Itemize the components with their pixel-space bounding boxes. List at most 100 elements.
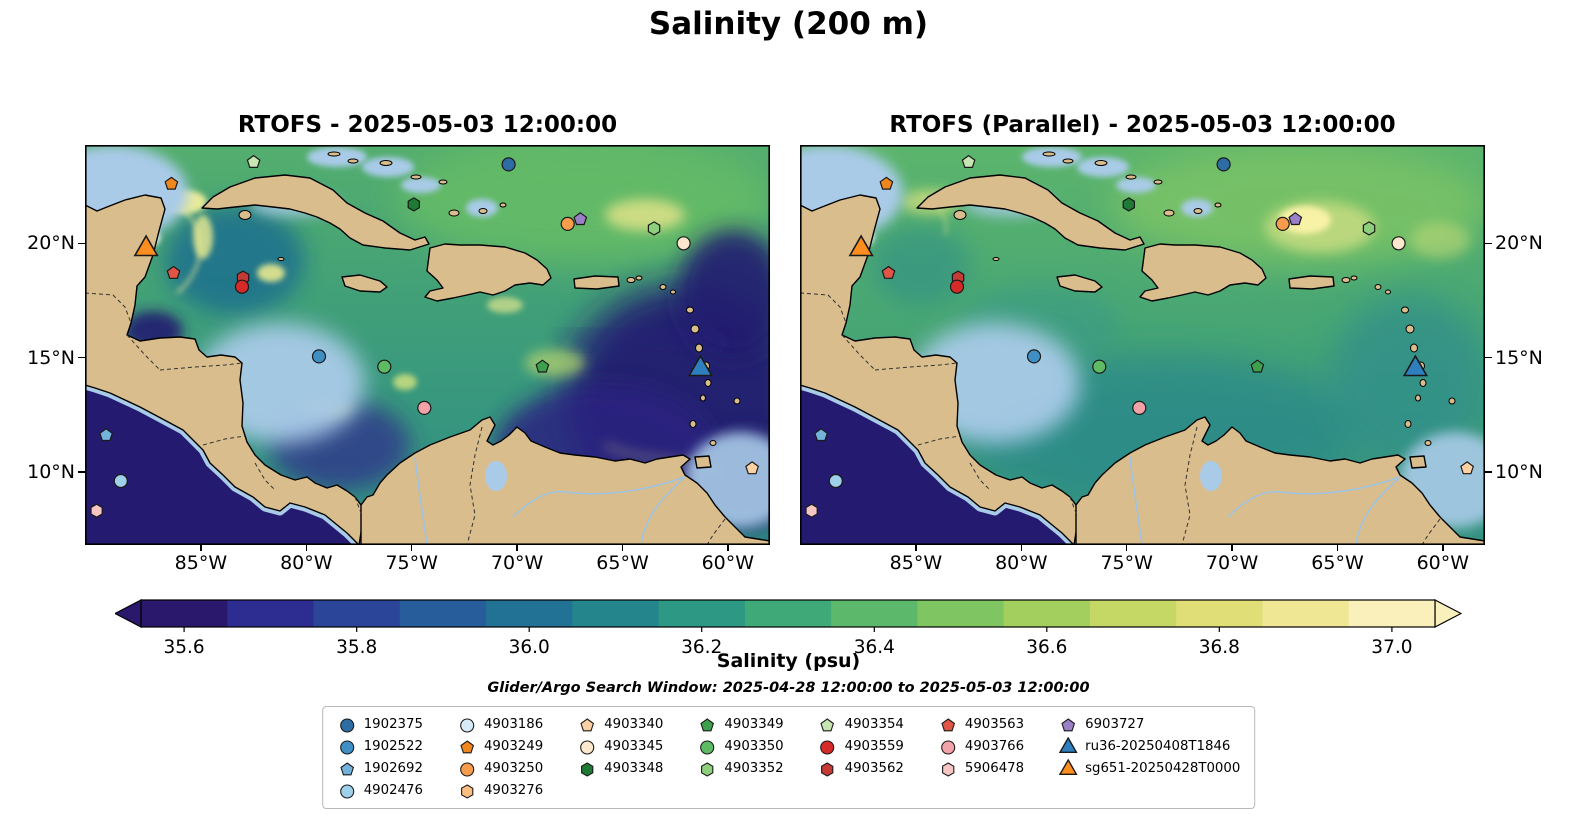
y-tickmark: [1485, 356, 1492, 359]
legend-item: 4903249: [457, 736, 543, 757]
x-tick-label: 70°W: [490, 552, 544, 574]
map-marker-ru36-20250408T1846: [687, 354, 714, 377]
map-marker-sg651-20250428T0000: [848, 234, 874, 257]
legend-marker-4903249: [460, 739, 474, 753]
legend-marker-4903348: [581, 761, 594, 777]
legend-marker-hexagon-icon: [581, 761, 594, 777]
x-tickmark: [410, 545, 413, 551]
map-marker-6903727: [1288, 212, 1303, 226]
x-tick-label: 75°W: [1100, 552, 1153, 574]
legend-item-label: 4903276: [483, 783, 544, 798]
legend-marker-hexagon-icon: [821, 761, 834, 777]
x-tickmark: [1442, 545, 1444, 551]
map-marker-1902522: [1026, 349, 1042, 364]
map-marker-4903349: [1250, 359, 1265, 373]
x-tickmark: [1336, 545, 1339, 551]
colorbar-label: Salinity (psu): [716, 650, 861, 672]
map-marker-4903766: [1132, 400, 1147, 415]
legend-marker-4903349: [700, 717, 715, 731]
svg-text:36.4: 36.4: [854, 637, 895, 658]
x-tickmark: [621, 545, 624, 551]
legend-marker-circle-icon: [820, 739, 835, 755]
legend-item-label: 4903250: [483, 761, 544, 776]
legend-marker-6903727: [1061, 717, 1075, 731]
legend-marker-circle-icon: [339, 783, 354, 799]
legend-item-label: 4903249: [483, 739, 544, 754]
map-marker-4903350: [1092, 359, 1107, 374]
legend-item: 4903250: [457, 758, 543, 779]
svg-text:36.2: 36.2: [681, 637, 722, 658]
map-marker-4903352: [1362, 221, 1376, 236]
map-marker-1902692: [814, 428, 829, 442]
legend-item: 4903766: [938, 736, 1024, 757]
y-tickmark: [78, 356, 85, 359]
legend-marker-circle-icon: [339, 717, 354, 733]
legend-marker-4903766: [940, 739, 955, 755]
legend-item: 1902692: [337, 758, 423, 779]
legend-item: 4903354: [818, 714, 904, 735]
panel-rtofs-parallel-title: RTOFS (Parallel) - 2025-05-03 12:00:00: [889, 112, 1396, 138]
x-tick-label: 80°W: [280, 552, 333, 574]
legend-marker-4903350: [700, 739, 715, 755]
legend-marker-pentagon-icon: [580, 717, 595, 731]
legend-marker-pentagon-icon: [1061, 717, 1075, 731]
legend-marker-circle-icon: [940, 739, 955, 755]
legend-item-label: 4903186: [483, 717, 544, 732]
x-tickmark: [1231, 545, 1233, 551]
legend-item: 4902476: [337, 780, 423, 801]
map-marker-5906478: [90, 503, 103, 518]
y-tickmark: [78, 242, 85, 245]
legend-item-label: 4902476: [363, 783, 423, 798]
legend-item: sg651-20250428T0000: [1058, 758, 1240, 779]
legend-item: 4903348: [577, 758, 663, 779]
map-marker-4903249: [879, 176, 894, 190]
legend-item-label: 4903559: [844, 739, 904, 754]
search-window-note: Glider/Argo Search Window: 2025-04-28 12…: [487, 680, 1090, 696]
legend-marker-circle-icon: [459, 717, 474, 733]
y-tick-label: 10°N: [27, 460, 75, 483]
x-tick-label: 80°W: [995, 552, 1048, 574]
legend-marker-4903562: [821, 761, 834, 777]
legend-marker-hexagon-icon: [941, 761, 955, 777]
map-marker-1902375: [501, 157, 516, 172]
panel-rtofs-parallel: RTOFS (Parallel) - 2025-05-03 12:00:00 8…: [800, 112, 1543, 574]
legend-item-label: 4903340: [604, 717, 664, 732]
legend-item-label: 1902692: [363, 761, 423, 776]
x-tickmark: [915, 545, 917, 551]
legend-marker-ru36-20250408T1846: [1058, 736, 1078, 753]
legend-marker-5906478: [941, 761, 955, 777]
legend-item: 4903562: [818, 758, 904, 779]
legend-item-label: 4903345: [604, 739, 664, 754]
legend-column: 4903186 4903249 4903250 4903276: [457, 714, 543, 801]
x-tickmark: [1020, 545, 1023, 551]
legend-marker-circle-icon: [339, 739, 354, 755]
legend-column: 1902375 1902522 1902692 4902476: [337, 714, 423, 801]
legend-column: 4903563 4903766 5906478: [938, 714, 1024, 779]
map-marker-ru36-20250408T1846: [1402, 354, 1429, 377]
map-marker-4903350: [377, 359, 392, 374]
legend-item: 4903340: [577, 714, 663, 735]
panel-rtofs-title: RTOFS - 2025-05-03 12:00:00: [237, 112, 618, 138]
x-tickmark: [727, 545, 729, 551]
legend-item: 4903563: [938, 714, 1024, 735]
svg-text:35.8: 35.8: [336, 637, 377, 658]
x-tick-label: 65°W: [1311, 552, 1364, 574]
legend-item: 5906478: [938, 758, 1024, 779]
legend-item: ru36-20250408T1846: [1058, 736, 1240, 757]
x-tickmark: [305, 545, 308, 551]
map-marker-4903559: [949, 279, 965, 294]
x-tick-label: 85°W: [889, 552, 943, 574]
svg-text:37.0: 37.0: [1371, 637, 1412, 658]
legend-marker-triangle-icon: [1058, 758, 1078, 775]
legend-item: 4903349: [697, 714, 784, 735]
legend-item-label: 4903562: [844, 761, 904, 776]
svg-text:35.6: 35.6: [163, 637, 204, 658]
legend-item: 4903352: [697, 758, 784, 779]
x-tick-label: 65°W: [596, 552, 649, 574]
legend-marker-4903345: [580, 739, 595, 755]
legend-item-label: 5906478: [964, 761, 1025, 776]
legend-marker-1902522: [339, 739, 354, 755]
x-tick-label: 60°W: [1416, 552, 1470, 574]
y-tick-label: 10°N: [1495, 460, 1543, 483]
